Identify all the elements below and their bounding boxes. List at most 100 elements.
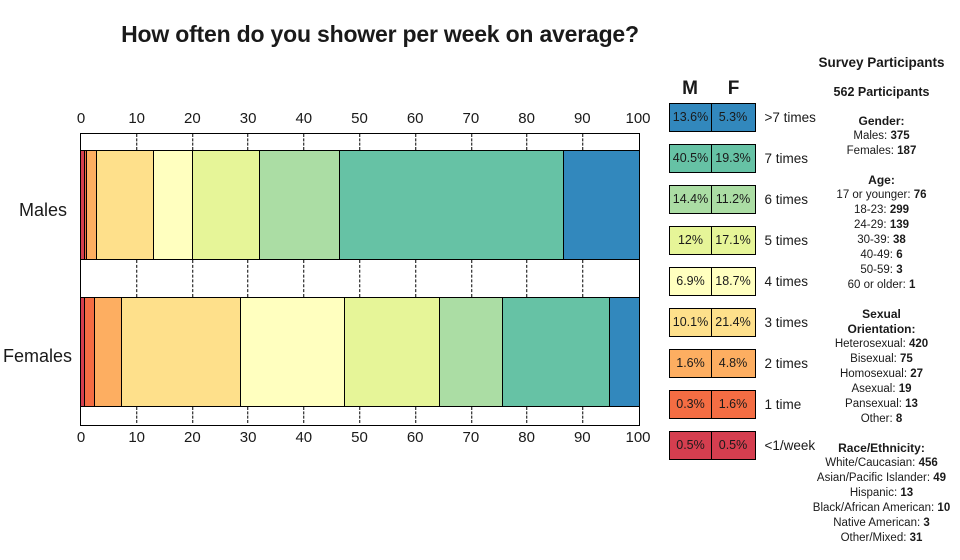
panel-heading-gender: Gender: [858, 114, 905, 128]
gridline-20 [191, 134, 193, 150]
x-tick-label-100: 100 [625, 429, 651, 446]
panel-section-gender: Gender: Males: 375 Females: 187 [803, 114, 960, 159]
panel-sections: Gender: Males: 375 Females: 187 Age: 17 or y… [803, 114, 960, 546]
legend-value-m-7-times: 13.6% [669, 103, 712, 132]
stat-value: 13 [905, 398, 918, 410]
x-tick-label-40: 40 [295, 110, 313, 127]
x-axis-top: 0 10 20 30 40 50 60 70 80 90 100 [77, 110, 651, 128]
stat-60-or-older: 60 or older: 1 [803, 278, 960, 293]
stat-value: 3 [923, 517, 930, 529]
stat-24-29: 24-29: 139 [803, 218, 960, 233]
gridline-30 [247, 260, 249, 297]
axis-strip-top [81, 134, 639, 150]
stat-value: 299 [889, 204, 909, 216]
stat-label: 50-59: [860, 264, 897, 276]
segment-males-1-week [81, 151, 84, 259]
legend-value-f-6-times: 11.2% [710, 185, 756, 214]
segment-males-5-times [191, 151, 259, 259]
axis-strip-bottom [81, 407, 639, 423]
stat-value: 31 [909, 532, 923, 544]
legend-row-5-times: 12% 17.1% 5 times [669, 226, 816, 255]
segment-females-4-times [239, 298, 344, 406]
legend-value-m-1-time: 0.3% [669, 390, 712, 419]
plot-area [80, 133, 640, 426]
panel-title: Survey Participants [818, 55, 945, 70]
legend-value-f-4-times: 18.7% [710, 267, 756, 296]
stat-asian-pacific-islander: Asian/Pacific Islander: 49 [803, 471, 960, 486]
stat-value: 375 [890, 130, 910, 142]
segment-males-2-times [86, 151, 97, 259]
stat-value: 75 [900, 353, 913, 365]
segment-males-1-time [83, 151, 87, 259]
stat-label: Pansexual: [845, 398, 906, 410]
segment-males-6-times [258, 151, 340, 259]
stat-label: Homosexual: [839, 368, 911, 380]
gridline-70 [470, 260, 472, 297]
stat-label: 40-49: [860, 249, 897, 261]
legend-value-m-2-times: 1.6% [669, 349, 712, 378]
chart-title: How often do you shower per week on aver… [121, 21, 639, 47]
category-label-females: Females [2, 346, 72, 366]
gridline-10 [136, 134, 138, 150]
legend-row-1-week: 0.5% 0.5% <1/week [669, 431, 816, 460]
panel-heading-age: Age: [868, 173, 895, 187]
axis-strip-middle [81, 260, 639, 297]
x-tick-label-70: 70 [462, 429, 480, 446]
gridline-40 [303, 407, 305, 423]
stat-label: 24-29: [854, 219, 890, 231]
gridline-20 [191, 260, 193, 297]
gridline-10 [136, 260, 138, 297]
legend-value-m-3-times: 10.1% [669, 308, 712, 337]
segment-females-7-times [501, 298, 609, 406]
gridline-10 [136, 407, 138, 423]
legend-category-label-7-times: 7 times [764, 151, 809, 166]
gridline-40 [303, 260, 305, 297]
stat-value: 8 [895, 413, 903, 425]
gridline-30 [247, 134, 249, 150]
stat-value: 13 [900, 487, 914, 499]
stat-label: Other/Mixed: [840, 532, 910, 544]
gridline-60 [415, 407, 417, 423]
gridline-30 [247, 407, 249, 423]
x-tick-label-20: 20 [184, 110, 201, 127]
panel-total-participants: 562 Participants [833, 85, 930, 99]
stat-hispanic: Hispanic: 13 [803, 486, 960, 501]
legend-row-7-times: 40.5% 19.3% 7 times [669, 144, 816, 173]
legend-category-label-7-times: >7 times [764, 110, 816, 125]
segment-females-1-week [81, 298, 84, 406]
stat-label: 30-39: [857, 234, 893, 246]
segment-males-7-times [339, 151, 564, 259]
gridline-80 [526, 407, 528, 423]
segment-females-5-times [343, 298, 439, 406]
x-tick-label-60: 60 [406, 110, 424, 127]
stat-other: Other: 8 [803, 412, 960, 427]
category-label-males: Males [18, 200, 67, 220]
stat-black-african-american: Black/African American: 10 [803, 501, 960, 516]
stat-18-23: 18-23: 299 [803, 203, 960, 218]
stat-label: Asexual: [851, 383, 899, 395]
stat-value: 456 [918, 457, 938, 469]
stat-40-49: 40-49: 6 [803, 248, 960, 263]
x-tick-label-0: 0 [76, 110, 86, 127]
bar-females [81, 297, 639, 407]
legend-category-label-3-times: 3 times [764, 315, 809, 330]
x-tick-label-40: 40 [295, 429, 313, 446]
x-tick-label-10: 10 [128, 110, 146, 127]
stat-value: 187 [897, 145, 917, 157]
stat-label: Native American: [833, 517, 924, 529]
stat-females: Females: 187 [803, 144, 960, 159]
stat-value: 38 [893, 234, 906, 246]
x-tick-label-10: 10 [128, 429, 146, 446]
legend-category-label-1-time: 1 time [764, 397, 802, 412]
legend-value-m-1-week: 0.5% [669, 431, 712, 460]
stat-label: White/Caucasian: [825, 457, 919, 469]
legend-value-m-5-times: 12% [669, 226, 712, 255]
x-tick-label-80: 80 [518, 110, 535, 127]
stat-label: Heterosexual: [834, 338, 909, 350]
gridline-60 [415, 134, 417, 150]
stat-label: 18-23: [854, 204, 890, 216]
stat-label: 60 or older: [847, 279, 909, 291]
segment-females-1-time [83, 298, 94, 406]
x-tick-label-50: 50 [351, 429, 368, 446]
